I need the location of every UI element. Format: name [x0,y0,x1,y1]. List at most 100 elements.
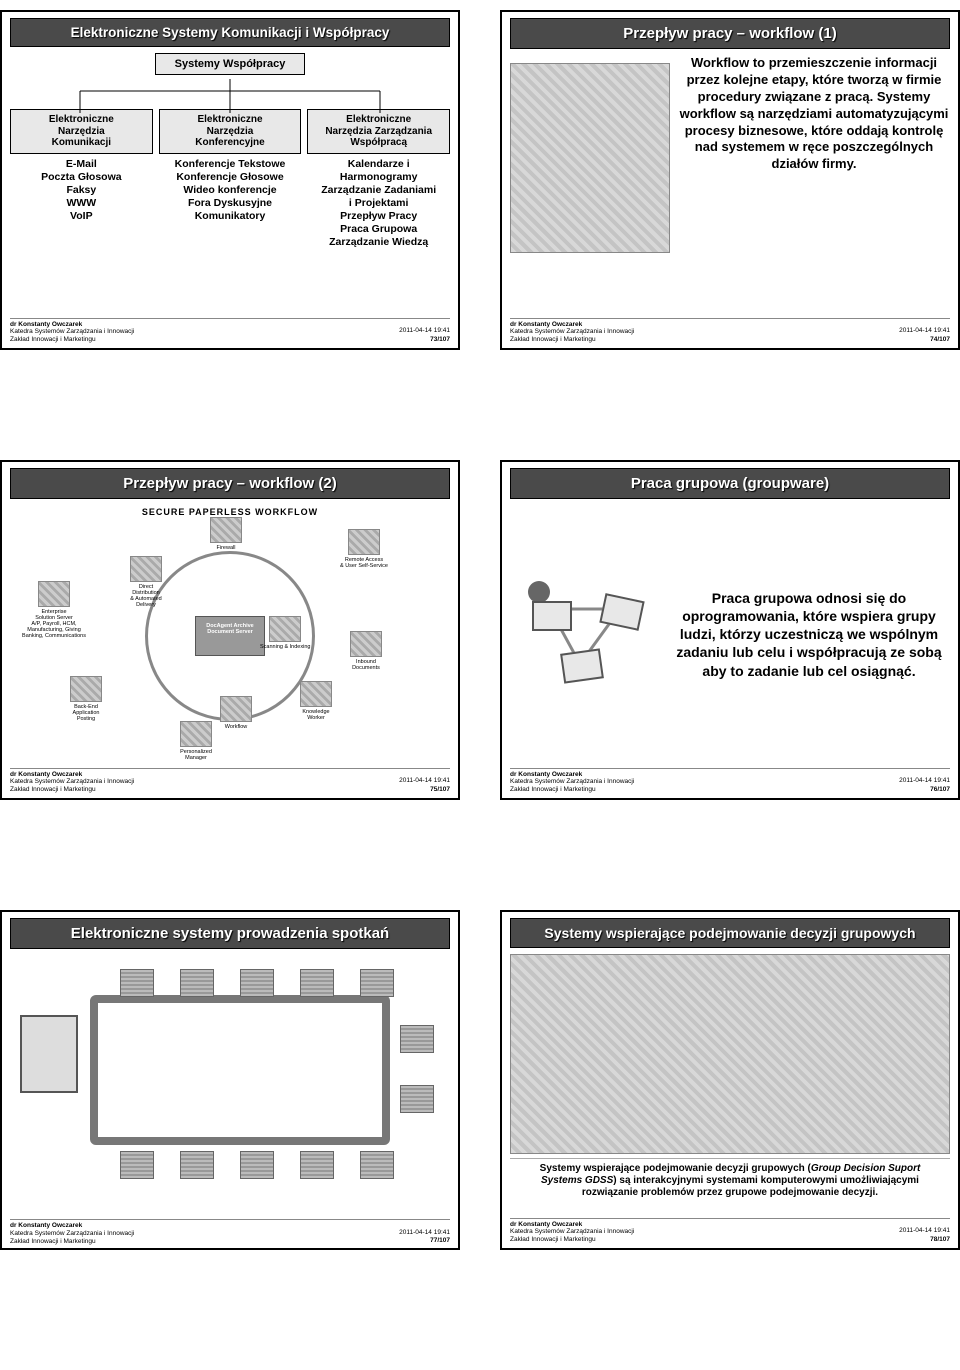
wf-label: Remote Access & User Self-Service [340,557,388,569]
footer-page: 78/107 [899,1236,950,1244]
footer-meta: 2011-04-14 19:41 75/107 [399,777,450,794]
workstation-icon [120,969,154,997]
wf-label: Scanning & Indexing [260,644,310,650]
org-col-1: Elektroniczne Narzędzia Konferencyjne Ko… [159,109,302,249]
slide-78: Systemy wspierające podejmowanie decyzji… [500,910,960,1250]
wf-node-knowledge: Knowledge Worker [300,681,332,721]
footer-unit: Zakład Innowacji i Marketingu [510,1236,634,1244]
worker-icon [300,681,332,707]
org-list: Konferencje Tekstowe Konferencje Głosowe… [159,158,302,224]
footer-meta: 2011-04-14 19:41 73/107 [399,327,450,344]
laptop-icon [269,616,301,642]
footer-author-block: dr Konstanty Owczarek Katedra Systemów Z… [10,771,134,794]
footer-unit: Zakład Innowacji i Marketingu [10,336,134,344]
server2-icon [130,556,162,582]
wf-label: Inbound Documents [350,659,382,671]
footer-author-block: dr Konstanty Owczarek Katedra Systemów Z… [510,771,634,794]
caption-text-b: ) są interakcyjnymi systemami komputerow… [582,1175,919,1198]
org-list: E-Mail Poczta Głosowa Faksy WWW VoIP [10,158,153,224]
slide-title: Praca grupowa (groupware) [510,468,950,499]
wf-label: Direct Distribution & Automated Delivery [130,584,162,608]
org-box: Elektroniczne Narzędzia Komunikacji [10,109,153,154]
footer-author: dr Konstanty Owczarek [510,321,634,329]
wf-node-scanning: Scanning & Indexing [260,616,310,650]
wf-node-backend: Back-End Application Posting [70,676,102,722]
org-root-box: Systemy Współpracy [155,53,305,75]
workstation-icon [180,969,214,997]
workflow-desk-image [510,63,670,253]
slide-74: Przepływ pracy – workflow (1) Workflow t… [500,10,960,350]
user-icon [348,529,380,555]
wf-node-workflow: Workflow [220,696,252,730]
caption-text-a: Systemy wspierające podejmowanie decyzji… [540,1163,811,1174]
footer-page: 77/107 [399,1237,450,1245]
footer-author: dr Konstanty Owczarek [10,321,134,329]
footer-author-block: dr Konstanty Owczarek Katedra Systemów Z… [510,1221,634,1244]
groupware-icon [510,579,660,689]
workflow-center-node: DocAgent Archive Document Server [195,616,265,656]
slide-footer: dr Konstanty Owczarek Katedra Systemów Z… [510,318,950,344]
workstation-icon [400,1085,434,1113]
org-columns: Elektroniczne Narzędzia Komunikacji E-Ma… [10,109,450,249]
slide-footer: dr Konstanty Owczarek Katedra Systemów Z… [10,768,450,794]
org-box: Elektroniczne Narzędzia Konferencyjne [159,109,302,154]
footer-unit: Zakład Innowacji i Marketingu [10,1238,134,1246]
wf-label: Knowledge Worker [300,709,332,721]
footer-dept: Katedra Systemów Zarządzania i Innowacji [10,1230,134,1238]
slide-title: Przepływ pracy – workflow (1) [510,18,950,49]
workstation-icon [360,969,394,997]
wf-node-remote: Remote Access & User Self-Service [340,529,388,569]
footer-unit: Zakład Innowacji i Marketingu [510,336,634,344]
slide-73: Elektroniczne Systemy Komunikacji i Wspó… [0,10,460,350]
slide-footer: dr Konstanty Owczarek Katedra Systemów Z… [10,318,450,344]
slide-body: Systemy Współpracy Elektroniczne Narzędz… [10,53,450,314]
slide-body [10,955,450,1215]
wf-label: Personalized Manager [180,749,212,761]
slide-body: Workflow to przemieszczenie informacji p… [510,55,950,314]
slide-footer: dr Konstanty Owczarek Katedra Systemów Z… [510,1218,950,1244]
conference-table-icon [90,995,390,1145]
slide-body: Praca grupowa odnosi się do oprogramowan… [510,505,950,764]
footer-timestamp: 2011-04-14 19:41 [399,1229,450,1237]
wf-label: Enterprise Solution Server A/P, Payroll,… [14,609,94,639]
tower-icon [38,581,70,607]
org-col-2: Elektroniczne Narzędzia Zarządzania Wspó… [307,109,450,249]
footer-page: 75/107 [399,786,450,794]
wf-label: Back-End Application Posting [70,704,102,722]
slide-75: Przepływ pracy – workflow (2) SECURE PAP… [0,460,460,800]
workstation-icon [300,969,334,997]
footer-author-block: dr Konstanty Owczarek Katedra Systemów Z… [510,321,634,344]
gdss-caption: Systemy wspierające podejmowanie decyzji… [510,1158,950,1199]
org-list: Kalendarze i Harmonogramy Zarządzanie Za… [307,158,450,250]
footer-unit: Zakład Innowacji i Marketingu [510,786,634,794]
device-icon [532,601,572,631]
wf-node-inbound: Inbound Documents [350,631,382,671]
workflow-diagram: DocAgent Archive Document Server Firewal… [10,521,450,751]
footer-dept: Katedra Systemów Zarządzania i Innowacji [510,778,634,786]
projector-screen-icon [20,1015,78,1093]
workflow-subtitle: SECURE PAPERLESS WORKFLOW [10,507,450,517]
footer-author-block: dr Konstanty Owczarek Katedra Systemów Z… [10,1222,134,1245]
footer-page: 73/107 [399,336,450,344]
workstation-icon [240,1151,274,1179]
wf-node-distribution: Direct Distribution & Automated Delivery [130,556,162,608]
documents-icon [350,631,382,657]
ledger-icon [70,676,102,702]
footer-dept: Katedra Systemów Zarządzania i Innowacji [10,328,134,336]
footer-dept: Katedra Systemów Zarządzania i Innowacji [510,328,634,336]
footer-meta: 2011-04-14 19:41 78/107 [899,1227,950,1244]
footer-author: dr Konstanty Owczarek [510,1221,634,1229]
footer-dept: Katedra Systemów Zarządzania i Innowacji [10,778,134,786]
footer-dept: Katedra Systemów Zarządzania i Innowacji [510,1228,634,1236]
wf-node-manager: Personalized Manager [180,721,212,761]
workstation-icon [400,1025,434,1053]
footer-author-block: dr Konstanty Owczarek Katedra Systemów Z… [10,321,134,344]
manager-icon [180,721,212,747]
server-icon [210,517,242,543]
slide-title: Elektroniczne Systemy Komunikacji i Wspó… [10,18,450,47]
footer-timestamp: 2011-04-14 19:41 [399,777,450,785]
slide-76: Praca grupowa (groupware) Praca grupowa … [500,460,960,800]
workstation-icon [240,969,274,997]
wf-label: Workflow [220,724,252,730]
meeting-diagram [10,955,450,1215]
